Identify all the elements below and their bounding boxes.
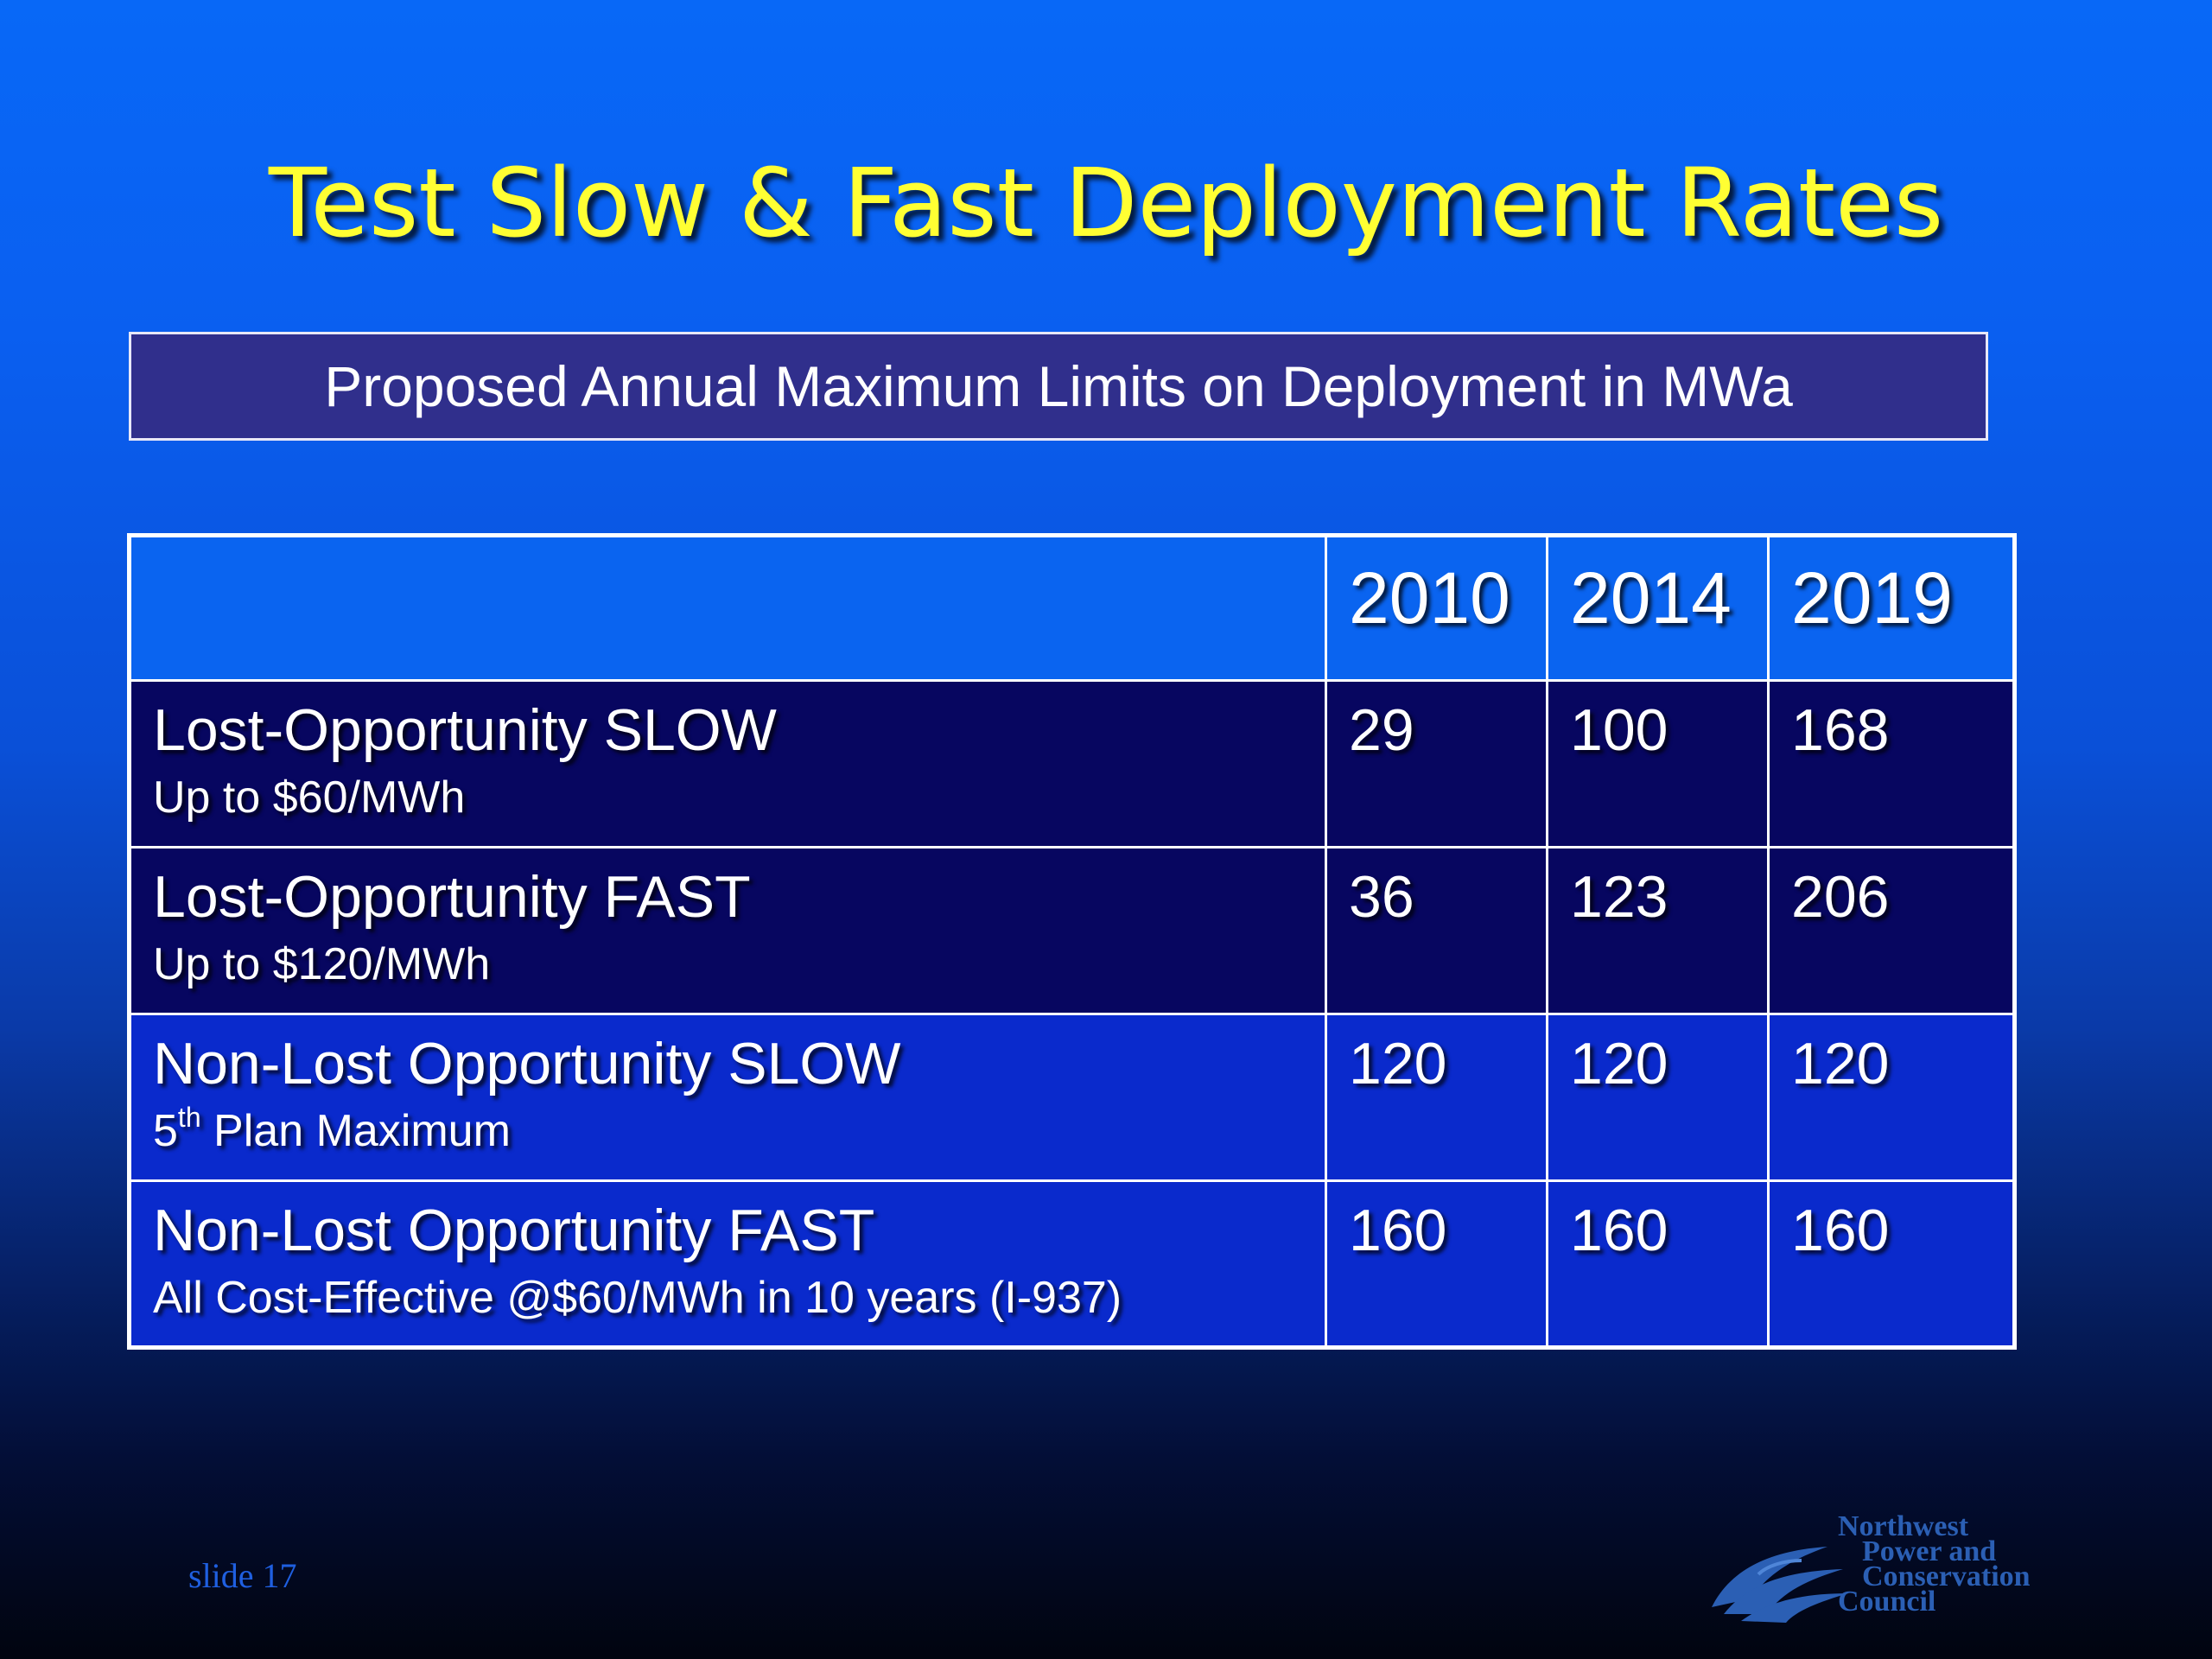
value-cell-2010: 160 (1325, 1179, 1548, 1349)
table-row: Lost-Opportunity SLOW Up to $60/MWh 29 1… (128, 679, 2016, 849)
logo-line: Power and (1862, 1535, 1997, 1567)
row-title: Lost-Opportunity FAST (153, 864, 751, 930)
row-subtitle: 5th Plan Maximum (153, 1102, 511, 1156)
header-cell-2014: 2014 (1546, 534, 1770, 682)
logo-line: Council (1838, 1586, 1936, 1618)
row-label-cell: Lost-Opportunity SLOW Up to $60/MWh (128, 679, 1327, 849)
row-title: Non-Lost Opportunity FAST (153, 1198, 875, 1263)
slide-title: Test Slow & Fast Deployment Rates (268, 148, 1944, 258)
slide-number: slide 17 (188, 1556, 297, 1595)
row-subtitle: Up to $60/MWh (153, 772, 466, 823)
row-label-cell: Non-Lost Opportunity SLOW 5th Plan Maxim… (128, 1013, 1327, 1182)
value-cell-2010: 36 (1325, 846, 1548, 1015)
logo-line: Northwest (1838, 1510, 1969, 1542)
row-title: Lost-Opportunity SLOW (153, 697, 777, 763)
council-logo: Northwest Power and Conservation Council (1707, 1510, 2052, 1626)
table-header-row: 2010 2014 2019 (128, 534, 2016, 682)
logo-line: Conservation (1862, 1560, 2031, 1592)
subtitle-text: Proposed Annual Maximum Limits on Deploy… (324, 354, 1793, 418)
value-cell-2014: 100 (1546, 679, 1770, 849)
subtitle-box: Proposed Annual Maximum Limits on Deploy… (129, 332, 1988, 441)
value-cell-2019: 160 (1767, 1179, 2016, 1349)
value-cell-2010: 29 (1325, 679, 1548, 849)
row-subtitle: Up to $120/MWh (153, 939, 491, 989)
row-title: Non-Lost Opportunity SLOW (153, 1031, 901, 1096)
row-label-cell: Lost-Opportunity FAST Up to $120/MWh (128, 846, 1327, 1015)
header-cell-empty (128, 534, 1327, 682)
value-cell-2014: 160 (1546, 1179, 1770, 1349)
value-cell-2019: 120 (1767, 1013, 2016, 1182)
header-cell-2010: 2010 (1325, 534, 1548, 682)
row-label-cell: Non-Lost Opportunity FAST All Cost-Effec… (128, 1179, 1327, 1349)
table-row: Non-Lost Opportunity SLOW 5th Plan Maxim… (128, 1013, 2016, 1182)
council-wave-logo-icon (1712, 1547, 1848, 1623)
table-row: Lost-Opportunity FAST Up to $120/MWh 36 … (128, 846, 2016, 1015)
value-cell-2014: 120 (1546, 1013, 1770, 1182)
value-cell-2014: 123 (1546, 846, 1770, 1015)
value-cell-2010: 120 (1325, 1013, 1548, 1182)
row-subtitle: All Cost-Effective @$60/MWh in 10 years … (153, 1273, 1122, 1323)
deployment-table: 2010 2014 2019 Lost-Opportunity SLOW Up … (127, 533, 2017, 1350)
logo-text: Northwest Power and Conservation Council (1838, 1510, 2031, 1618)
value-cell-2019: 168 (1767, 679, 2016, 849)
value-cell-2019: 206 (1767, 846, 2016, 1015)
header-cell-2019: 2019 (1767, 534, 2016, 682)
table-row: Non-Lost Opportunity FAST All Cost-Effec… (128, 1179, 2016, 1349)
